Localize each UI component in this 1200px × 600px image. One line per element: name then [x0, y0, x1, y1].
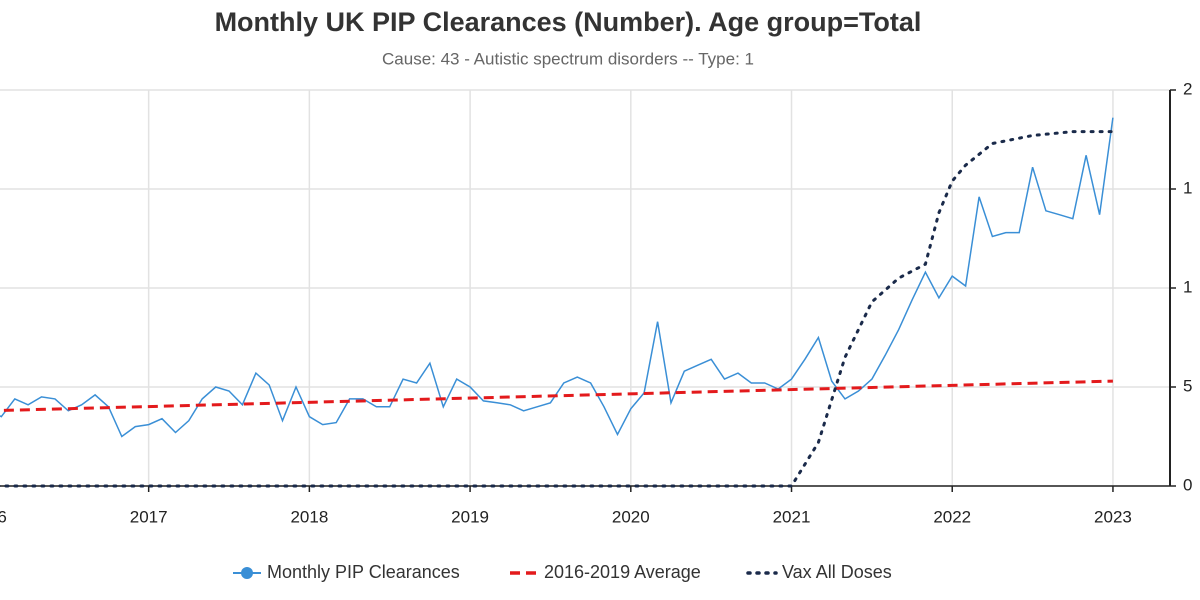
x-tick-label: 2016: [0, 507, 7, 526]
legend-label: Vax All Doses: [782, 562, 892, 582]
legend-label: Monthly PIP Clearances: [267, 562, 460, 582]
y-tick-label: 0: [1183, 475, 1192, 494]
chart-title: Monthly UK PIP Clearances (Number). Age …: [215, 7, 922, 37]
y-tick-label: 1: [1183, 178, 1192, 197]
x-tick-label: 2022: [933, 507, 971, 526]
y-tick-label: 1: [1183, 277, 1192, 296]
series-line: [0, 379, 1113, 412]
legend-marker: [241, 567, 253, 579]
x-tick-label: 2021: [773, 507, 811, 526]
x-tick-label: 2017: [130, 507, 168, 526]
y-tick-label: 5: [1183, 376, 1192, 395]
legend-label: 2016-2019 Average: [544, 562, 701, 582]
x-tick-label: 2019: [451, 507, 489, 526]
x-tick-label: 2023: [1094, 507, 1132, 526]
x-tick-label: 2020: [612, 507, 650, 526]
chart-subtitle: Cause: 43 - Autistic spectrum disorders …: [382, 49, 754, 68]
y-tick-label: 2: [1183, 79, 1192, 98]
x-tick-label: 2018: [290, 507, 328, 526]
series-line: [0, 130, 1115, 488]
plot-area: [0, 117, 1115, 488]
series-line: [0, 117, 1114, 438]
